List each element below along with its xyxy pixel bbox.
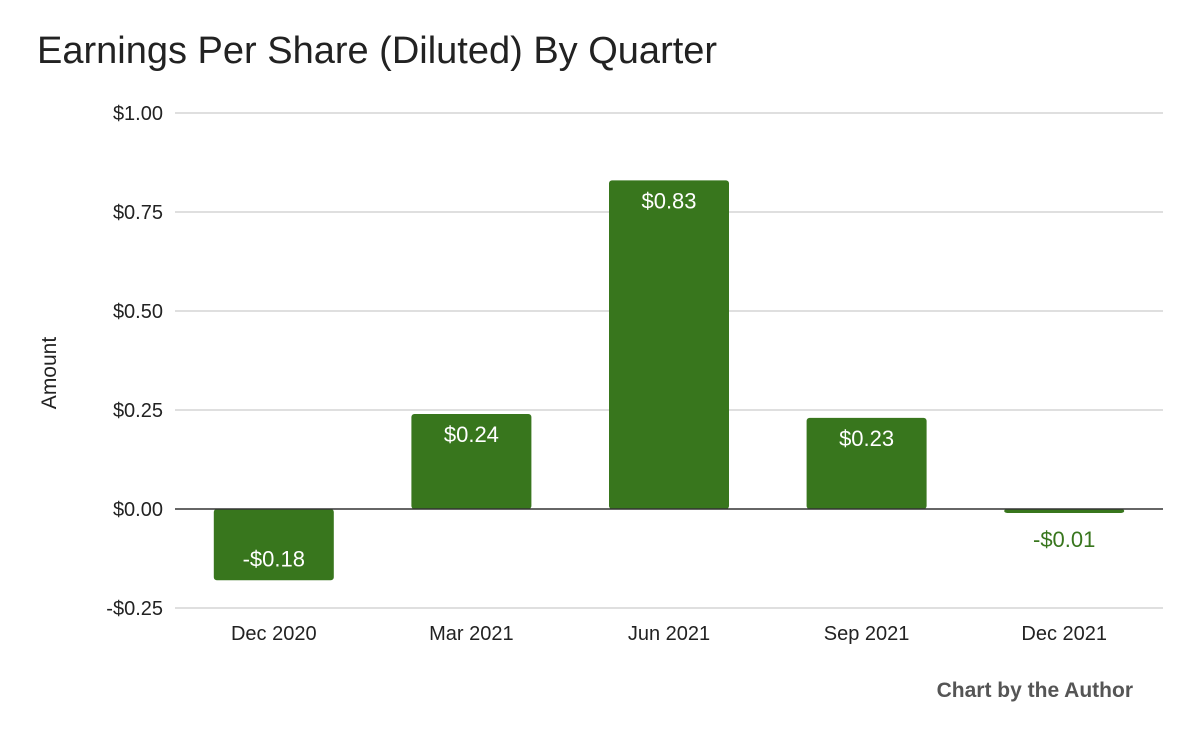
y-axis-ticks: -$0.25 $0.00 $0.25 $0.50 $0.75 $1.00 xyxy=(106,103,163,620)
x-tick-label: Jun 2021 xyxy=(628,623,710,645)
bar xyxy=(213,509,334,581)
x-axis-ticks: Dec 2020 Mar 2021 Jun 2021 Sep 2021 Dec 2021 xyxy=(231,623,1107,645)
bars xyxy=(213,180,1125,581)
y-tick-label: $0.00 xyxy=(113,499,163,521)
bar xyxy=(609,180,729,509)
data-label: $0.23 xyxy=(839,426,894,451)
y-axis-title: Amount xyxy=(38,337,61,410)
data-label: $0.24 xyxy=(444,422,499,447)
chart-credit: Chart by the Author xyxy=(936,679,1133,702)
bar xyxy=(1004,509,1125,513)
x-tick-label: Sep 2021 xyxy=(824,623,910,645)
data-label: -$0.01 xyxy=(1033,527,1095,552)
y-tick-label: -$0.25 xyxy=(106,598,163,620)
y-tick-label: $1.00 xyxy=(113,103,163,125)
y-tick-label: $0.25 xyxy=(113,400,163,422)
data-labels: -$0.18 $0.24 $0.83 $0.23 -$0.01 xyxy=(243,188,1096,571)
x-tick-label: Dec 2020 xyxy=(231,623,317,645)
chart-title: Earnings Per Share (Diluted) By Quarter xyxy=(37,30,718,72)
bar xyxy=(806,417,927,509)
x-tick-label: Dec 2021 xyxy=(1021,623,1107,645)
data-label: -$0.18 xyxy=(243,546,305,571)
y-tick-label: $0.50 xyxy=(113,301,163,323)
bar xyxy=(411,413,532,509)
x-tick-label: Mar 2021 xyxy=(429,623,514,645)
y-tick-label: $0.75 xyxy=(113,202,163,224)
data-label: $0.83 xyxy=(641,188,696,213)
